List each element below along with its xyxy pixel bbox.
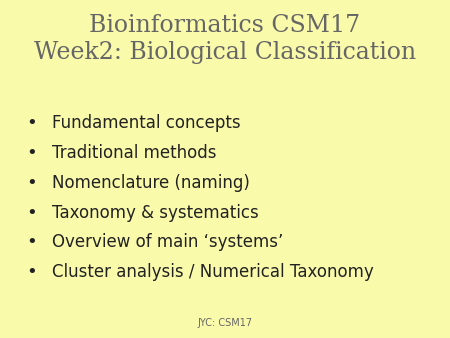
- Text: JYC: CSM17: JYC: CSM17: [198, 318, 252, 328]
- Text: •: •: [26, 114, 37, 132]
- Text: •: •: [26, 174, 37, 192]
- Text: Fundamental concepts: Fundamental concepts: [52, 114, 240, 132]
- Text: Cluster analysis / Numerical Taxonomy: Cluster analysis / Numerical Taxonomy: [52, 263, 374, 281]
- Text: Bioinformatics CSM17
Week2: Biological Classification: Bioinformatics CSM17 Week2: Biological C…: [34, 14, 416, 64]
- Text: •: •: [26, 144, 37, 162]
- Text: Nomenclature (naming): Nomenclature (naming): [52, 174, 250, 192]
- Text: •: •: [26, 203, 37, 222]
- Text: •: •: [26, 233, 37, 251]
- Text: Traditional methods: Traditional methods: [52, 144, 216, 162]
- Text: Taxonomy & systematics: Taxonomy & systematics: [52, 203, 258, 222]
- Text: Overview of main ‘systems’: Overview of main ‘systems’: [52, 233, 283, 251]
- Text: •: •: [26, 263, 37, 281]
